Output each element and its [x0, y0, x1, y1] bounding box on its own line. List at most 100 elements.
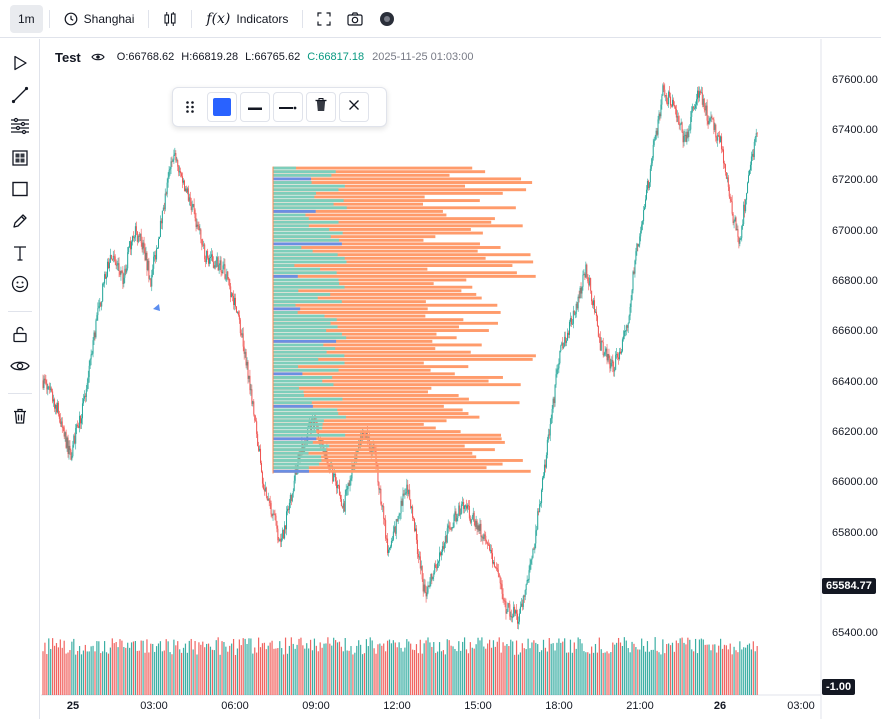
- candle-body: [592, 301, 594, 306]
- text-tool-button[interactable]: [5, 240, 35, 270]
- candle-body: [108, 262, 110, 269]
- profile-row-up: [273, 451, 309, 455]
- line-color-button[interactable]: [207, 92, 237, 122]
- profile-row: [273, 249, 478, 253]
- remove-drawings-button[interactable]: [5, 403, 35, 433]
- candle-body: [710, 116, 712, 119]
- candle-body: [361, 434, 363, 440]
- fib-tool-button[interactable]: [5, 113, 35, 143]
- delete-drawing-button[interactable]: [306, 92, 336, 122]
- candle-body: [755, 133, 757, 138]
- left-drawing-toolbar: [0, 39, 40, 719]
- candle-body: [637, 243, 639, 247]
- volume-bar: [479, 640, 481, 695]
- candle-body: [673, 105, 675, 107]
- candle-body: [420, 566, 422, 569]
- price-chart[interactable]: [41, 39, 881, 719]
- candle-body: [92, 340, 94, 354]
- volume-bar: [540, 650, 543, 695]
- trend-line-tool-button[interactable]: [5, 82, 35, 112]
- candle-body: [293, 480, 295, 492]
- close-toolbar-button[interactable]: [339, 92, 369, 122]
- eye-icon[interactable]: [91, 51, 105, 63]
- volume-bar: [431, 646, 433, 695]
- volume-bar: [600, 649, 602, 695]
- profile-row: [273, 451, 473, 455]
- profile-row: [273, 199, 480, 203]
- profile-row: [273, 321, 498, 325]
- candle-body: [75, 428, 77, 444]
- rectangle-tool-button[interactable]: [5, 176, 35, 206]
- profile-row-up: [273, 274, 298, 278]
- screenshot-button[interactable]: [339, 5, 371, 33]
- candle-body: [629, 307, 631, 316]
- rectangle-icon: [11, 180, 29, 203]
- volume-bar: [437, 651, 439, 695]
- volume-bar: [286, 653, 289, 695]
- volume-profile-drawing[interactable]: [272, 166, 536, 474]
- volume-bar: [223, 642, 225, 695]
- candle-body: [470, 519, 472, 523]
- chart-type-button[interactable]: [155, 5, 185, 33]
- volume-bar: [612, 642, 614, 695]
- candle-body: [257, 433, 259, 447]
- chart-pane[interactable]: [41, 39, 881, 719]
- volume-bar: [558, 638, 560, 695]
- interval-button[interactable]: 1m: [10, 4, 43, 33]
- time-axis-label: 06:00: [221, 700, 249, 712]
- line-style-button[interactable]: [273, 92, 303, 122]
- symbol-name[interactable]: Test: [55, 49, 81, 65]
- candle-body: [742, 224, 744, 226]
- profile-row-up: [273, 292, 331, 296]
- candle-body: [714, 124, 716, 130]
- profile-row: [273, 347, 436, 351]
- candle-body: [132, 236, 134, 242]
- candle-body: [635, 251, 637, 261]
- profile-row: [273, 213, 447, 217]
- theme-toggle-button[interactable]: [371, 5, 403, 33]
- candle-body: [219, 260, 221, 266]
- candle-body: [106, 261, 108, 277]
- volume-bar: [182, 647, 185, 695]
- brush-tool-button[interactable]: [5, 208, 35, 238]
- emoji-tool-button[interactable]: [5, 271, 35, 301]
- candle-body: [729, 196, 731, 200]
- volume-bar: [198, 642, 200, 695]
- candle-body: [595, 311, 597, 316]
- candle-body: [594, 300, 596, 313]
- line-width-button[interactable]: [240, 92, 270, 122]
- candle-body: [457, 515, 459, 518]
- volume-bar: [290, 637, 292, 695]
- profile-row-up: [273, 289, 299, 293]
- profile-row: [273, 246, 501, 249]
- volume-bar: [527, 638, 529, 695]
- fullscreen-button[interactable]: [309, 5, 339, 33]
- volume-bar: [360, 644, 362, 695]
- volume-bar: [57, 647, 59, 695]
- candle-body: [709, 118, 711, 122]
- hide-drawings-button[interactable]: [5, 353, 35, 383]
- candle-body: [290, 494, 292, 501]
- volume-bar: [342, 651, 344, 695]
- candle-body: [342, 503, 344, 508]
- candle-body: [622, 336, 624, 340]
- candles-icon: [163, 11, 177, 27]
- volume-bar: [691, 649, 693, 695]
- timezone-button[interactable]: Shanghai: [56, 5, 143, 33]
- drag-handle-icon[interactable]: [179, 92, 201, 122]
- volume-bar: [202, 641, 204, 695]
- cursor-tool-button[interactable]: [5, 50, 35, 80]
- profile-row-up: [273, 408, 338, 412]
- volume-bar: [616, 642, 618, 695]
- indicators-button[interactable]: f(x) Indicators: [198, 5, 296, 33]
- candle-body: [175, 153, 177, 161]
- lock-drawings-button[interactable]: [5, 321, 35, 351]
- pattern-tool-button[interactable]: [5, 145, 35, 175]
- candle-body: [677, 116, 679, 122]
- candle-body: [335, 474, 337, 482]
- candle-body: [95, 320, 97, 338]
- profile-row: [273, 361, 424, 365]
- candle-body: [341, 505, 343, 508]
- candle-body: [340, 499, 342, 506]
- candle-body: [171, 161, 173, 163]
